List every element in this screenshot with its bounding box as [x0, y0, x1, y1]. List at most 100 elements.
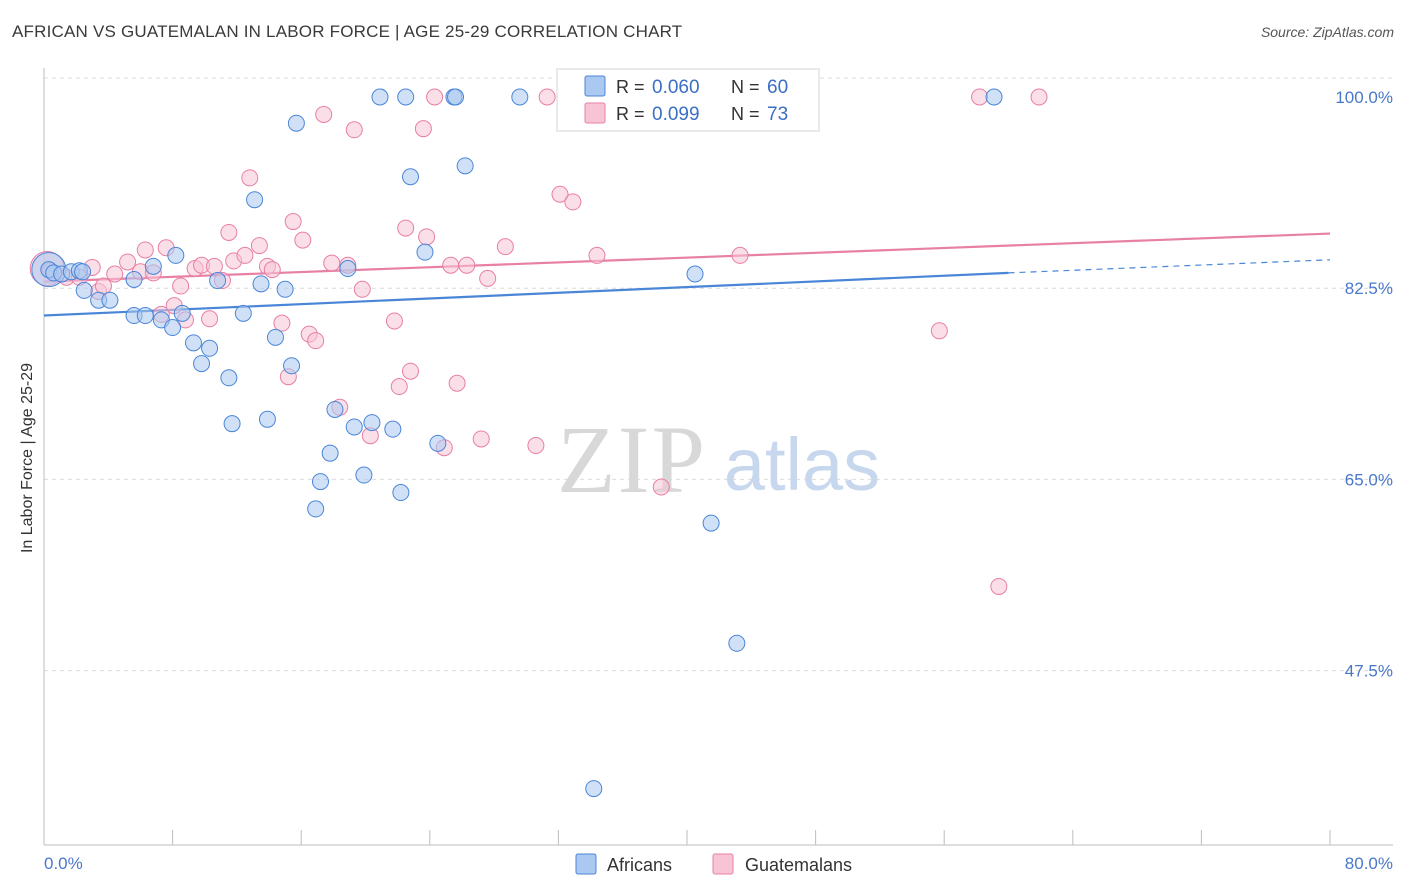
point-africans-38 [363, 414, 381, 432]
point-africans-42 [397, 88, 415, 106]
legend-swatch-guatemalans [584, 102, 606, 124]
point-guatemalans-59 [588, 246, 606, 264]
point-africans-60 [985, 88, 1003, 106]
watermark-zip: ZIP [557, 406, 707, 513]
legend-r-label-2: R = [616, 104, 645, 124]
point-guatemalans-23 [236, 246, 254, 264]
point-africans-34 [326, 400, 344, 418]
legend-n-label-2: N = [731, 104, 760, 124]
point-guatemalans-45 [414, 120, 432, 138]
point-guatemalans-35 [323, 254, 341, 272]
point-guatemalans-57 [551, 185, 569, 203]
point-guatemalans-24 [241, 169, 259, 187]
point-guatemalans-21 [220, 223, 238, 241]
point-africans-18 [193, 355, 211, 373]
point-guatemalans-9 [136, 241, 154, 259]
legend-africans-swatch [575, 853, 597, 875]
point-africans-30 [287, 114, 305, 132]
point-guatemalans-46 [418, 228, 436, 246]
legend-n-value-2: 73 [767, 104, 788, 125]
y-tick-label-3: 100.0% [1335, 88, 1393, 107]
stats-legend: R = 0.060 N = 60 R = 0.099 N = 73 [556, 68, 820, 132]
point-guatemalans-27 [263, 261, 281, 279]
point-africans-28 [276, 280, 294, 298]
point-guatemalans-63 [930, 322, 948, 340]
point-guatemalans-50 [448, 374, 466, 392]
trend-lines [43, 232, 1331, 317]
point-africans-49 [511, 88, 529, 106]
point-africans-43 [402, 168, 420, 186]
point-guatemalans-34 [315, 105, 333, 123]
point-guatemalans-31 [294, 231, 312, 249]
watermark: ZIP atlas [557, 406, 880, 513]
point-guatemalans-47 [426, 88, 444, 106]
point-africans-51 [585, 780, 603, 798]
point-africans-27 [266, 328, 284, 346]
x-tick-labels: 0.0% 80.0% [44, 854, 1393, 873]
x-tick-max: 80.0% [1345, 854, 1393, 873]
legend-n-value-1: 60 [767, 77, 788, 98]
y-tick-label-0: 47.5% [1345, 662, 1393, 681]
gridlines [44, 77, 1393, 672]
point-guatemalans-42 [390, 378, 408, 396]
point-africans-32 [311, 473, 329, 491]
point-africans-37 [355, 466, 373, 484]
point-africans-6 [75, 281, 93, 299]
point-guatemalans-43 [397, 219, 415, 237]
legend-n-label-1: N = [731, 77, 760, 97]
point-africans-15 [167, 246, 185, 264]
point-guatemalans-51 [458, 256, 476, 274]
point-guatemalans-19 [205, 257, 223, 275]
point-guatemalans-39 [353, 280, 371, 298]
point-africans-36 [345, 418, 363, 436]
y-tick-label-1: 65.0% [1345, 470, 1393, 489]
point-africans-35 [339, 260, 357, 278]
point-guatemalans-58 [564, 193, 582, 211]
point-africans-8 [101, 291, 119, 309]
point-africans-47 [447, 88, 465, 106]
point-africans-11 [136, 307, 154, 325]
x-tick-min: 0.0% [44, 854, 83, 873]
point-africans-33 [321, 444, 339, 462]
point-guatemalans-5 [94, 277, 112, 295]
axes [43, 68, 1393, 846]
legend-guatemalans-label: Guatemalans [745, 855, 852, 875]
point-guatemalans-53 [479, 269, 497, 287]
point-africans-29 [283, 357, 301, 375]
point-guatemalans-25 [250, 237, 268, 255]
point-africans-14 [164, 319, 182, 337]
point-guatemalans-6 [106, 265, 124, 283]
trend-guatemalans [43, 232, 1331, 283]
point-guatemalans-56 [538, 88, 556, 106]
source-label: Source: ZipAtlas.com [1260, 24, 1394, 40]
data-points [29, 88, 1048, 798]
point-africans-31 [307, 500, 325, 518]
point-africans-53 [686, 265, 704, 283]
point-africans-19 [201, 339, 219, 357]
watermark-atlas: atlas [724, 423, 880, 506]
point-guatemalans-33 [307, 332, 325, 350]
y-tick-labels: 47.5% 65.0% 82.5% 100.0% [1335, 88, 1393, 681]
series-legend: Africans Guatemalans [575, 853, 852, 875]
point-africans-40 [384, 420, 402, 438]
point-africans-45 [429, 434, 447, 452]
point-africans-59 [728, 634, 746, 652]
point-africans-48 [456, 157, 474, 175]
point-guatemalans-52 [472, 430, 490, 448]
point-africans-25 [252, 275, 270, 293]
point-africans-21 [220, 369, 238, 387]
trend-africans [43, 271, 1009, 317]
legend-swatch-africans [584, 75, 606, 97]
point-guatemalans-7 [119, 253, 137, 271]
point-africans-44 [416, 243, 434, 261]
point-guatemalans-38 [345, 121, 363, 139]
legend-r-label-1: R = [616, 77, 645, 97]
legend-africans-label: Africans [607, 855, 672, 875]
point-guatemalans-41 [385, 312, 403, 330]
point-africans-22 [223, 415, 241, 433]
trend-africans-extension [1008, 259, 1331, 274]
point-africans-23 [234, 304, 252, 322]
point-africans-26 [258, 410, 276, 428]
point-africans-41 [392, 484, 410, 502]
